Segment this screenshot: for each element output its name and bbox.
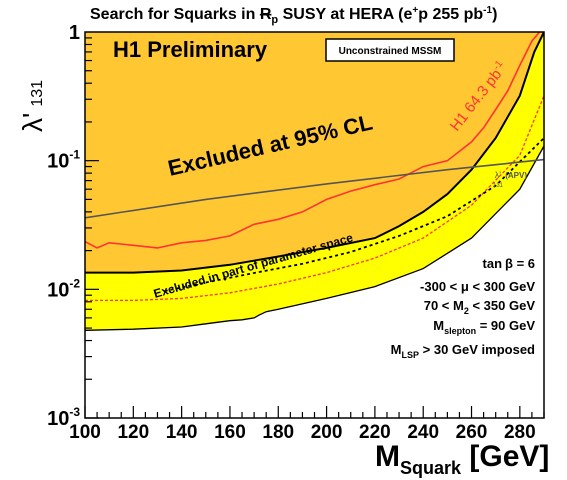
axis-ticks	[84, 37, 545, 419]
x-tick-label: 180	[262, 422, 294, 443]
param-tanbeta: tan β = 6	[483, 256, 535, 271]
x-tick-label: 220	[359, 422, 391, 443]
x-tick-label: 140	[166, 422, 198, 443]
param-mlsp: MLSP > 30 GeV imposed	[391, 342, 535, 360]
y-tick-label: 10-1	[47, 148, 80, 173]
x-tick-label: 200	[311, 422, 343, 443]
x-tick-label: 280	[504, 422, 536, 443]
mssm-box	[325, 38, 455, 62]
param-mslepton: Mslepton = 90 GeV	[433, 318, 535, 336]
y-tick-label: 10-2	[47, 276, 80, 301]
x-axis-title: MSquark [GeV]	[375, 440, 549, 478]
apv-line-label: λ' 131 (APV)	[493, 170, 527, 189]
y-tick-labels: 1 10-1 10-2 10-3	[47, 22, 80, 430]
x-tick-label: 240	[407, 422, 439, 443]
excluded-95-region	[85, 32, 544, 273]
x-tick-label: 260	[456, 422, 488, 443]
x-tick-label: 160	[214, 422, 246, 443]
parameter-list: tan β = 6 -300 < μ < 300 GeV 70 < M2 < 35…	[391, 256, 536, 360]
y-tick-label: 1	[69, 22, 80, 44]
x-tick-label: 120	[117, 422, 149, 443]
param-mu: -300 < μ < 300 GeV	[420, 279, 535, 294]
chart-title: Search for Squarks in Rp SUSY at HERA (e…	[90, 5, 497, 26]
apv-limit-line	[85, 158, 544, 219]
y-axis-title: λ'131	[17, 80, 48, 132]
excluded-95-boundary-line	[85, 32, 544, 274]
y-tick-label: 10-3	[47, 405, 80, 430]
preliminary-label: H1 Preliminary	[113, 37, 268, 62]
x-tick-labels: 100 120 140 160 180 200 220 240 260 280	[69, 422, 536, 443]
black-dashed-line	[164, 137, 544, 292]
excluded-part-boundary-line	[85, 145, 544, 331]
red-dashed-line	[85, 95, 544, 302]
x-tick-label: 100	[69, 422, 101, 443]
h1-exclusion-line	[85, 32, 541, 249]
param-m2: 70 < M2 < 350 GeV	[424, 298, 536, 316]
mssm-box-label: Unconstrained MSSM	[339, 46, 442, 57]
